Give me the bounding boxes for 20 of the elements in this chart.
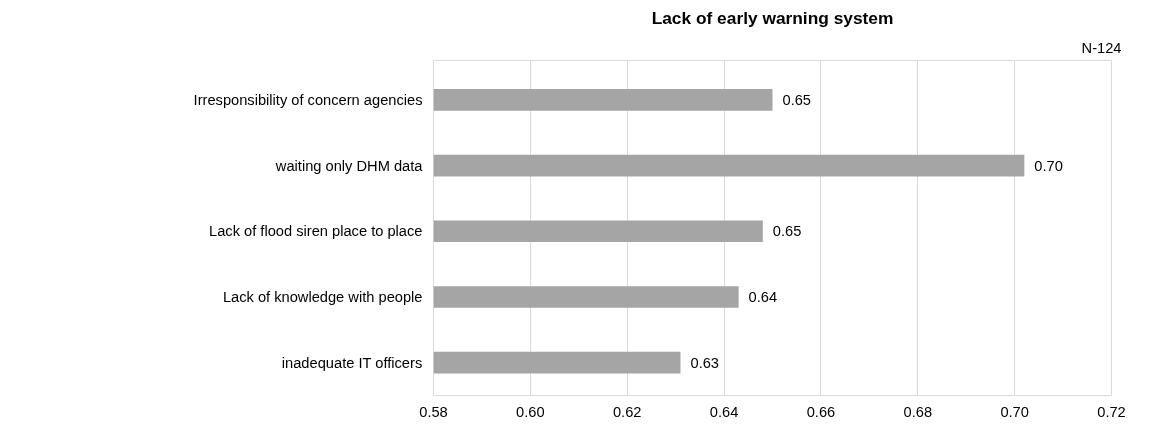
data-label: 0.65 — [782, 91, 812, 108]
text: 0.72 — [1097, 403, 1126, 420]
y-tick-label: Irresponsibility of concern agencies — [193, 91, 423, 108]
y-tick-label: inadequate IT officers — [281, 354, 423, 371]
y-tick-label: Lack of knowledge with people — [222, 288, 423, 305]
text: 0.58 — [419, 403, 448, 420]
y-tick-label: Lack of flood siren place to place — [209, 223, 423, 240]
data-label: 0.65 — [772, 223, 802, 240]
chart-title: Lack of early warning system — [651, 7, 894, 28]
data-label: 0.70 — [1034, 157, 1063, 174]
text: 0.62 — [612, 403, 642, 420]
text: 0.64 — [709, 403, 739, 420]
text: 0.70 — [1000, 403, 1029, 420]
text: 0.60 — [516, 403, 545, 420]
data-label: 0.63 — [690, 354, 720, 371]
data-label: 0.64 — [748, 288, 778, 305]
text: 0.66 — [806, 403, 836, 420]
text: N-124 — [1081, 39, 1122, 56]
y-tick-label: waiting only DHM data — [274, 157, 424, 174]
text: 0.68 — [903, 403, 933, 420]
